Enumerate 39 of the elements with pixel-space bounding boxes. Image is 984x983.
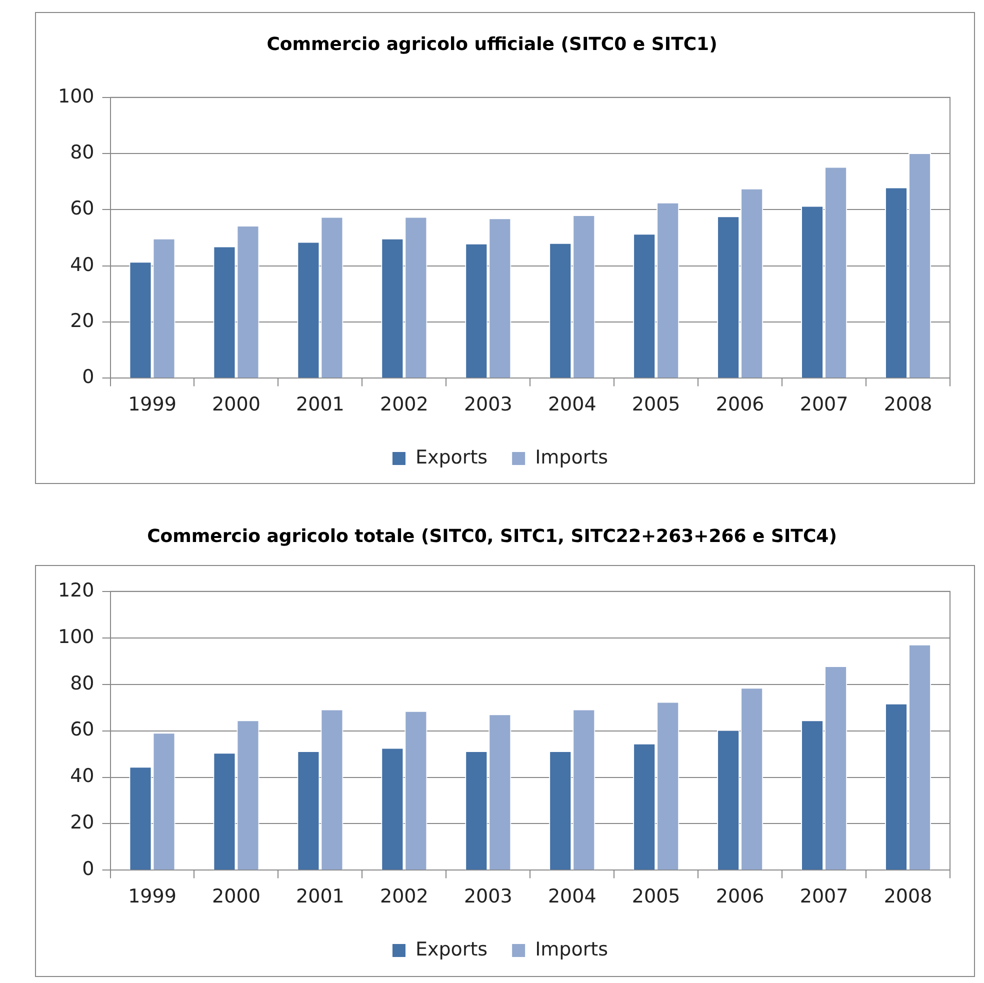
x-tick-label: 2007 [800, 394, 848, 416]
legend-label: Imports [535, 938, 608, 960]
x-tick-label: 2008 [884, 886, 932, 908]
y-tick-label: 120 [58, 579, 94, 602]
x-tick-label: 2001 [296, 886, 344, 908]
x-tick-label: 2003 [464, 394, 512, 416]
x-tick-label: 2008 [884, 394, 932, 416]
legend-label: Exports [415, 938, 488, 960]
x-tick-label: 2006 [716, 886, 764, 908]
chart-title: Commercio agricolo ufficiale (SITC0 e SITC1) [266, 34, 718, 55]
x-tick-label: 2006 [716, 394, 764, 416]
y-tick-label: 80 [70, 672, 94, 694]
chart-title: Commercio agricolo totale (SITC0, SITC1, SITC22+263+266 e SITC4) [146, 526, 838, 547]
y-tick-label: 60 [70, 198, 94, 220]
x-tick-label: 2004 [548, 886, 596, 908]
x-tick-label: 2007 [800, 886, 848, 908]
y-tick-label: 40 [70, 765, 94, 788]
legend-label: Imports [535, 446, 608, 468]
y-tick-label: 0 [82, 366, 94, 388]
x-tick-label: 2002 [380, 394, 428, 416]
x-tick-label: 2005 [632, 394, 680, 416]
x-tick-label: 1999 [128, 394, 176, 416]
y-tick-label: 0 [82, 858, 94, 880]
y-tick-label: 20 [70, 812, 94, 834]
x-tick-label: 2001 [296, 394, 344, 416]
y-tick-label: 100 [58, 626, 94, 648]
x-tick-label: 2005 [632, 886, 680, 908]
x-tick-label: 1999 [128, 886, 176, 908]
x-tick-label: 2003 [464, 886, 512, 908]
x-tick-label: 2000 [212, 886, 260, 908]
x-tick-label: 2002 [380, 886, 428, 908]
legend-label: Exports [415, 446, 488, 468]
y-tick-label: 40 [70, 254, 94, 276]
x-tick-label: 2000 [212, 394, 260, 416]
y-tick-label: 100 [58, 85, 94, 108]
x-tick-label: 2004 [548, 394, 596, 416]
y-tick-label: 20 [70, 310, 94, 332]
y-tick-label: 80 [70, 141, 94, 164]
y-tick-label: 60 [70, 718, 94, 741]
